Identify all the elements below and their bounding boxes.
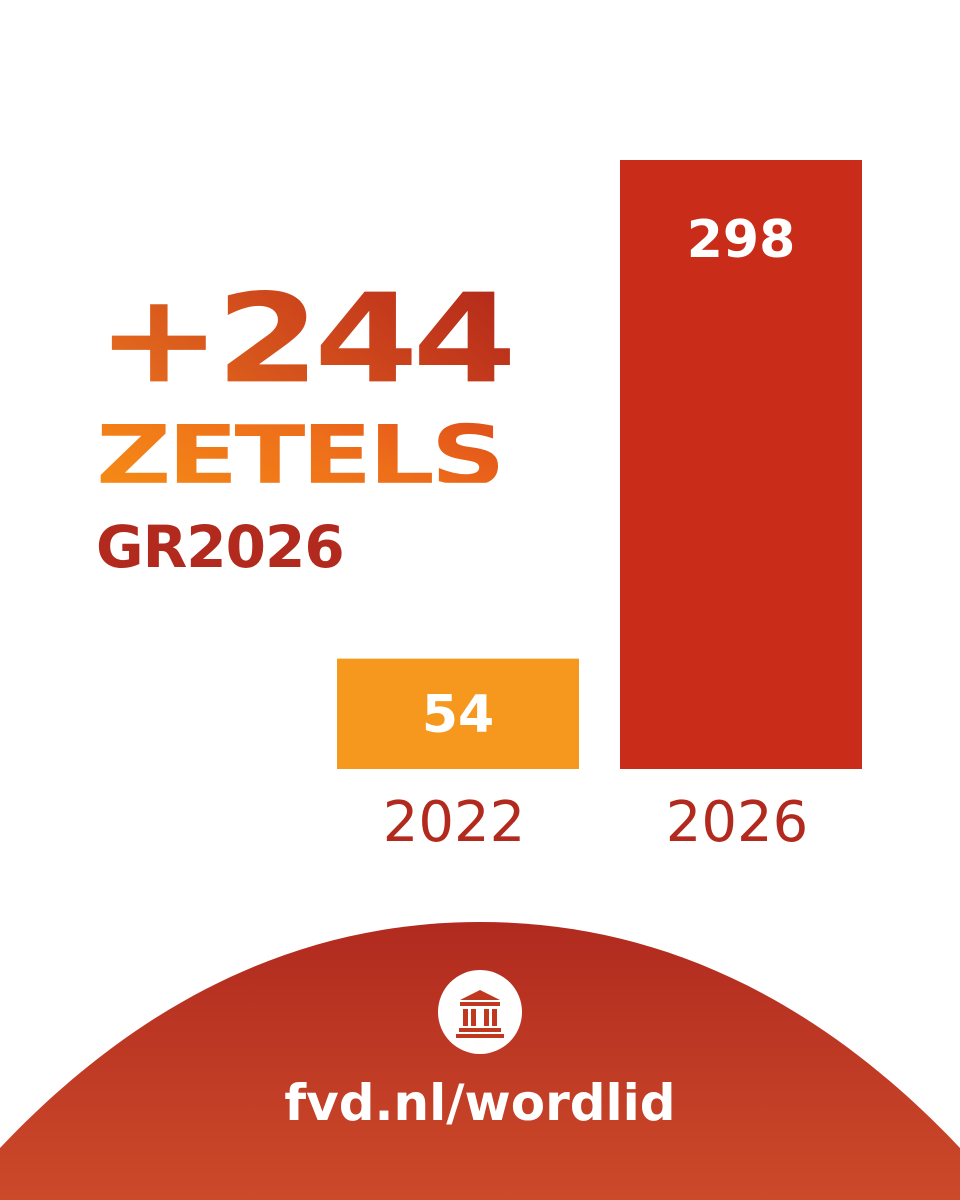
bar-2026	[620, 160, 862, 769]
bar-value-label-2026: 298	[687, 210, 796, 270]
seat-gain-number: +244	[96, 278, 586, 401]
bar-2022	[337, 658, 579, 769]
seats-bar-chart: 54 2022 298 2026	[337, 160, 862, 855]
category-label-2022: 2022	[383, 790, 526, 855]
signup-link[interactable]: fvd.nl/wordlid	[284, 1074, 676, 1132]
headline: +244 ZETELS GR2026	[96, 278, 586, 576]
category-label-2026: 2026	[666, 790, 809, 855]
bar-value-label-2022: 54	[422, 685, 494, 745]
parliament-building-icon	[438, 970, 522, 1054]
election-label: GR2026	[96, 513, 345, 581]
